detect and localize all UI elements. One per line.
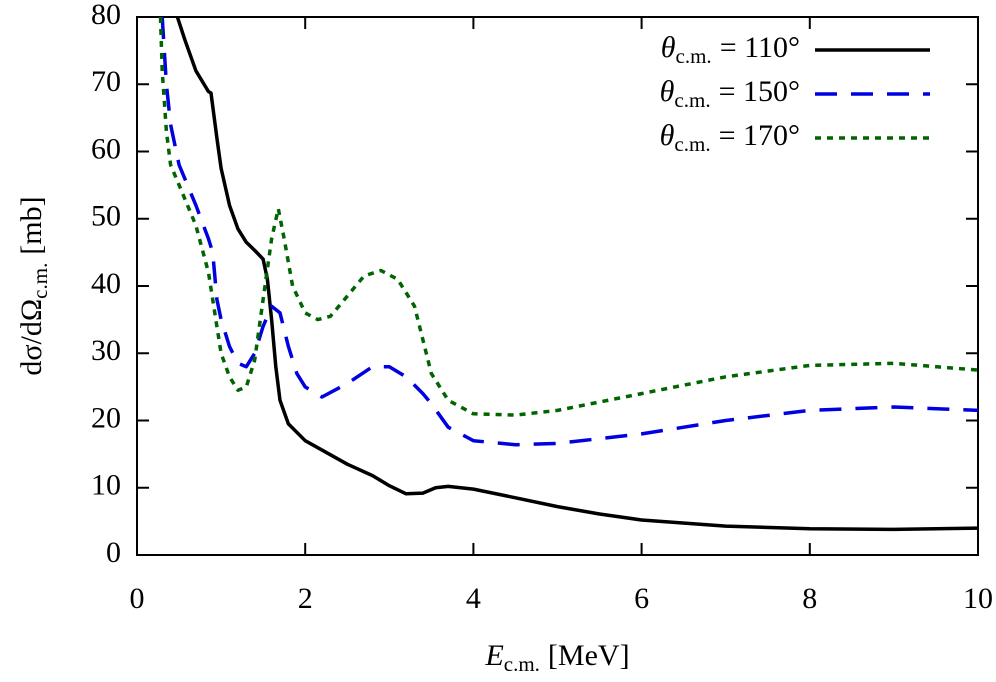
legend-label-main: θ bbox=[660, 75, 675, 108]
legend-label-sub: c.m. bbox=[676, 44, 712, 68]
x-tick-label: 8 bbox=[802, 582, 817, 615]
y-axis-label-main: dσ/dΩ bbox=[15, 299, 48, 376]
series-line bbox=[160, 17, 978, 447]
y-tick-label: 30 bbox=[91, 334, 121, 367]
legend-label: θc.m. = 170° bbox=[660, 119, 800, 156]
x-tick-label: 6 bbox=[634, 582, 649, 615]
legend-label: θc.m. = 150° bbox=[660, 75, 800, 112]
x-tick-label: 0 bbox=[130, 582, 145, 615]
legend-label-sub: c.m. bbox=[674, 88, 710, 112]
y-axis-label: dσ/dΩc.m. [mb] bbox=[15, 196, 52, 375]
y-tick-label: 20 bbox=[91, 401, 121, 434]
x-tick-label: 10 bbox=[963, 582, 993, 615]
y-tick-label: 0 bbox=[106, 536, 121, 569]
legend-label: θc.m. = 110° bbox=[661, 31, 800, 68]
legend-label-rest: = 170° bbox=[719, 119, 800, 152]
y-tick-label: 10 bbox=[91, 469, 121, 502]
plot-area bbox=[158, 17, 978, 532]
legend-label-rest: = 150° bbox=[719, 75, 800, 108]
x-axis-label-unit: [MeV] bbox=[548, 639, 630, 672]
y-tick-label: 40 bbox=[91, 267, 121, 300]
legend-label-main: θ bbox=[660, 119, 675, 152]
x-tick-label: 2 bbox=[298, 582, 313, 615]
y-tick-label: 50 bbox=[91, 200, 121, 233]
y-tick-label: 60 bbox=[91, 132, 121, 165]
plot-frame bbox=[136, 16, 979, 556]
series-line bbox=[175, 17, 978, 532]
x-axis-label-main: E bbox=[484, 639, 503, 672]
series-line bbox=[158, 17, 978, 417]
y-axis-label-sub: c.m. bbox=[28, 263, 52, 299]
y-tick-label: 80 bbox=[91, 0, 121, 31]
x-axis-label: Ec.m. [MeV] bbox=[484, 639, 629, 676]
x-tick-label: 4 bbox=[466, 582, 481, 615]
legend-label-rest: = 110° bbox=[720, 31, 800, 64]
legend-label-main: θ bbox=[661, 31, 676, 64]
y-tick-label: 70 bbox=[91, 65, 121, 98]
legend-label-sub: c.m. bbox=[674, 132, 710, 156]
y-axis-label-unit: [mb] bbox=[15, 196, 48, 254]
x-axis-label-sub: c.m. bbox=[504, 652, 540, 676]
